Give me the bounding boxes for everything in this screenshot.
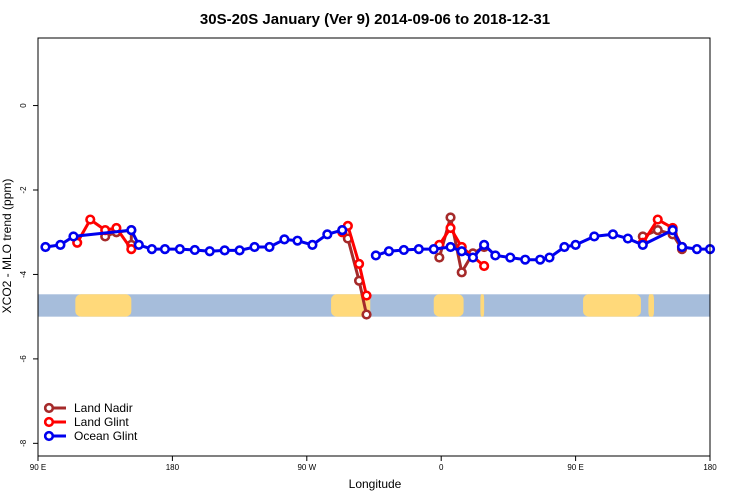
- data-point-ocean-glint: [159, 244, 171, 255]
- legend-item-ocean-glint: Ocean Glint: [43, 429, 138, 443]
- data-point-ocean-glint: [413, 244, 424, 255]
- x-tick-label: 0: [439, 463, 444, 472]
- series-ocean-glint: [40, 225, 716, 265]
- land-segment: [648, 294, 654, 317]
- legend-label-land-glint: Land Glint: [74, 415, 129, 429]
- data-point-land-glint: [353, 258, 365, 269]
- data-point-land-glint: [652, 214, 663, 225]
- y-tick-label: -6: [19, 355, 28, 363]
- data-point-ocean-glint: [337, 225, 348, 236]
- series-layer: [40, 212, 716, 320]
- data-point-ocean-glint: [544, 252, 555, 263]
- axes: 90 E 180 90 W 0 90 E 180 0 -2 -4 -6 -8: [19, 37, 717, 472]
- land-segment: [583, 294, 641, 317]
- legend-item-land-glint: Land Glint: [43, 415, 129, 429]
- data-point-ocean-glint: [428, 244, 439, 255]
- data-point-ocean-glint: [535, 254, 546, 265]
- data-point-ocean-glint: [234, 245, 245, 256]
- data-point-land-nadir: [361, 309, 372, 320]
- x-tick-label: 180: [166, 463, 180, 472]
- data-point-land-glint: [361, 290, 372, 301]
- data-point-ocean-glint: [279, 234, 290, 245]
- legend-label-ocean-glint: Ocean Glint: [74, 429, 138, 443]
- x-tick-label: 90 E: [30, 463, 46, 472]
- ocean-band: [38, 294, 710, 317]
- land-ocean-band: [38, 294, 710, 317]
- data-point-ocean-glint: [68, 231, 79, 242]
- data-point-ocean-glint: [505, 252, 516, 263]
- data-point-ocean-glint: [467, 252, 479, 263]
- data-point-ocean-glint: [249, 241, 260, 253]
- data-point-ocean-glint: [322, 229, 333, 240]
- data-point-land-glint: [445, 222, 456, 234]
- data-point-land-glint: [126, 244, 137, 255]
- data-point-ocean-glint: [40, 241, 51, 253]
- y-tick-label: -4: [19, 270, 28, 278]
- data-point-land-nadir: [652, 225, 663, 236]
- data-point-land-glint: [479, 260, 490, 272]
- legend-marker-ocean-glint: [43, 430, 55, 442]
- data-point-ocean-glint: [292, 235, 303, 246]
- data-point-land-nadir: [456, 267, 467, 278]
- x-tick-label: 90 W: [297, 463, 316, 472]
- legend-label-land-nadir: Land Nadir: [74, 401, 133, 415]
- data-point-ocean-glint: [383, 246, 395, 257]
- legend-marker-land-nadir: [43, 402, 55, 414]
- data-point-ocean-glint: [570, 239, 581, 250]
- x-axis-label: Longitude: [349, 477, 402, 491]
- land-segment: [75, 294, 132, 317]
- data-point-ocean-glint: [445, 241, 456, 253]
- data-point-ocean-glint: [479, 239, 490, 250]
- x-tick-label: 90 E: [567, 463, 583, 472]
- data-point-ocean-glint: [264, 241, 275, 253]
- land-segment: [433, 294, 464, 317]
- data-point-ocean-glint: [398, 244, 409, 256]
- data-point-ocean-glint: [691, 244, 703, 255]
- data-point-ocean-glint: [204, 246, 215, 257]
- y-tick-label: -2: [19, 186, 28, 194]
- legend-marker-land-glint: [43, 416, 55, 428]
- y-axis-label: XCO2 - MLO trend (ppm): [0, 179, 14, 314]
- data-point-ocean-glint: [55, 239, 66, 250]
- data-point-ocean-glint: [307, 239, 318, 250]
- data-point-ocean-glint: [456, 246, 467, 257]
- x-tick-label: 180: [703, 463, 717, 472]
- data-point-ocean-glint: [189, 244, 200, 256]
- plot-frame: [37, 37, 711, 457]
- legend-item-land-nadir: Land Nadir: [43, 401, 133, 415]
- legend: Land Nadir Land Glint Ocean Glint: [43, 401, 138, 443]
- data-point-ocean-glint: [607, 229, 619, 240]
- data-point-ocean-glint: [146, 244, 157, 255]
- data-point-ocean-glint: [133, 239, 144, 250]
- y-tick-label: -8: [19, 439, 28, 447]
- y-tick-label: 0: [19, 103, 28, 108]
- data-point-land-nadir: [445, 212, 456, 223]
- data-point-land-glint: [85, 214, 96, 225]
- data-point-ocean-glint: [219, 245, 230, 256]
- data-point-ocean-glint: [490, 250, 501, 261]
- data-point-ocean-glint: [622, 233, 633, 244]
- data-point-ocean-glint: [637, 239, 648, 250]
- data-point-ocean-glint: [520, 254, 531, 265]
- data-point-ocean-glint: [559, 241, 570, 253]
- data-point-ocean-glint: [589, 231, 600, 242]
- land-segment: [331, 294, 371, 317]
- data-point-ocean-glint: [676, 241, 688, 253]
- data-point-ocean-glint: [370, 250, 381, 261]
- data-point-ocean-glint: [126, 225, 137, 236]
- data-point-ocean-glint: [667, 225, 678, 236]
- land-segment: [480, 294, 485, 317]
- chart-title: 30S-20S January (Ver 9) 2014-09-06 to 20…: [200, 11, 550, 28]
- data-point-ocean-glint: [174, 244, 185, 255]
- data-point-land-nadir: [434, 252, 445, 263]
